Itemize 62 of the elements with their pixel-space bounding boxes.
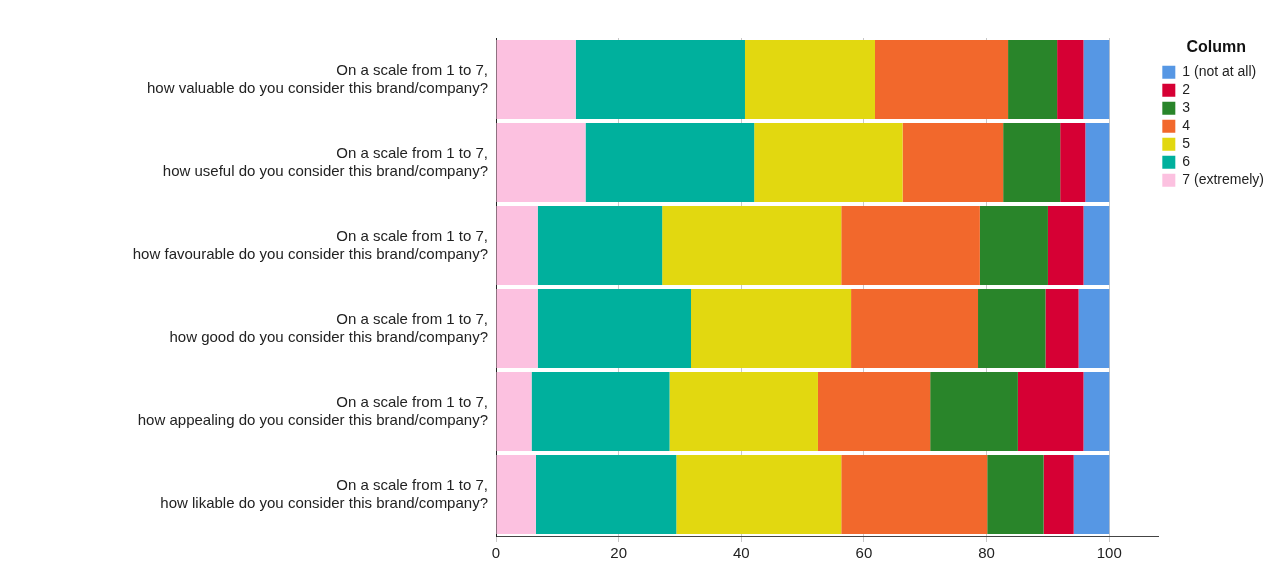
x-tick-label: 100 [1096,544,1122,562]
legend-label: 5 [1182,135,1191,152]
bar [754,123,903,202]
x-tick-label: 60 [855,544,873,562]
x-tick-label: 0 [491,544,501,562]
bar [841,206,980,285]
y-tick-label: On a scale from 1 to 7, how favourable do you consider this brand/company? [132,226,488,262]
y-tick-label: On a scale from 1 to 7, how appealing do you consider this brand/company? [137,392,488,428]
bar [691,289,852,368]
bar [930,372,1018,451]
bar [585,123,755,202]
legend-label: 4 [1182,117,1191,134]
bar [535,455,677,534]
bar [537,206,663,285]
legend-label: 6 [1182,153,1191,170]
y-tick-label: On a scale from 1 to 7, how valuable do you consider this brand/company? [146,60,488,96]
x-tick-label: 20 [610,544,627,562]
bar [531,372,670,451]
bar [496,40,576,119]
bar [1008,40,1058,119]
bar [1060,123,1086,202]
bar [1045,289,1079,368]
y-tick-label: On a scale from 1 to 7, how good do you consider this brand/company? [169,309,488,345]
bar [537,289,692,368]
bar [1017,372,1084,451]
y-tick-label: On a scale from 1 to 7, how likable do you consider this brand/company? [160,475,488,511]
bar [1083,372,1110,451]
bar [1057,40,1084,119]
bar [575,40,745,119]
bar [1003,123,1061,202]
bar [662,206,842,285]
bar [1047,206,1084,285]
bar [902,123,1004,202]
y-tick-label: On a scale from 1 to 7, how useful do you consider this brand/company? [162,143,488,179]
bar [496,455,536,534]
legend-label: 1 (not at all) [1182,63,1257,80]
bar [744,40,875,119]
legend-title: Column [1186,38,1246,56]
bar [1083,40,1110,119]
bar [669,372,818,451]
bar [978,289,1046,368]
legend-label: 3 [1182,99,1191,116]
bar [496,289,538,368]
bar [1083,206,1110,285]
bar [841,455,988,534]
bar [676,455,842,534]
bar [1043,455,1074,534]
bar [496,123,586,202]
bar [496,206,538,285]
bar [851,289,979,368]
x-tick-label: 80 [978,544,995,562]
legend-label: 2 [1182,81,1191,98]
bar [496,372,532,451]
legend-label: 7 (extremely) [1182,171,1264,188]
bar [817,372,931,451]
bar [1073,455,1110,534]
x-tick-label: 40 [732,544,750,562]
bar [874,40,1009,119]
bar [1085,123,1110,202]
bar [979,206,1048,285]
bar [987,455,1044,534]
bar [1078,289,1110,368]
